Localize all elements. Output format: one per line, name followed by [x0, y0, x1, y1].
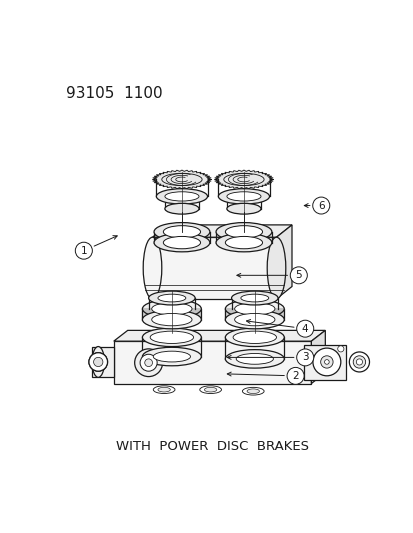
Ellipse shape — [199, 386, 221, 393]
Ellipse shape — [161, 173, 202, 185]
Circle shape — [296, 349, 313, 366]
Circle shape — [349, 352, 369, 372]
Ellipse shape — [240, 308, 268, 317]
Ellipse shape — [225, 300, 284, 318]
Circle shape — [320, 356, 332, 368]
Circle shape — [75, 242, 92, 259]
Circle shape — [312, 197, 329, 214]
Ellipse shape — [164, 203, 199, 214]
Polygon shape — [114, 330, 325, 341]
Ellipse shape — [225, 237, 262, 249]
Circle shape — [337, 346, 343, 352]
Circle shape — [145, 359, 152, 367]
Circle shape — [93, 357, 103, 367]
Ellipse shape — [204, 387, 216, 392]
Ellipse shape — [157, 298, 185, 308]
Circle shape — [290, 267, 306, 284]
Ellipse shape — [150, 331, 193, 343]
Ellipse shape — [226, 192, 260, 201]
Ellipse shape — [242, 387, 263, 395]
Ellipse shape — [142, 328, 201, 346]
Circle shape — [286, 367, 304, 384]
Circle shape — [93, 357, 103, 367]
Ellipse shape — [231, 291, 278, 305]
Text: 1: 1 — [80, 246, 87, 256]
Ellipse shape — [92, 346, 104, 377]
Ellipse shape — [225, 350, 284, 368]
Circle shape — [140, 354, 157, 371]
Ellipse shape — [163, 237, 200, 249]
Ellipse shape — [225, 225, 262, 238]
Ellipse shape — [236, 239, 251, 244]
Ellipse shape — [153, 386, 175, 393]
Text: 6: 6 — [317, 200, 324, 211]
Ellipse shape — [154, 233, 209, 252]
Ellipse shape — [142, 310, 201, 329]
Circle shape — [312, 348, 340, 376]
Ellipse shape — [143, 237, 161, 299]
Text: 3: 3 — [301, 352, 308, 362]
Bar — [114, 341, 311, 384]
Ellipse shape — [166, 237, 197, 246]
Ellipse shape — [142, 300, 201, 318]
Text: 5: 5 — [295, 270, 301, 280]
Ellipse shape — [233, 331, 276, 343]
Polygon shape — [311, 330, 325, 384]
Ellipse shape — [157, 308, 185, 317]
Text: 2: 2 — [292, 371, 298, 381]
Ellipse shape — [234, 313, 274, 326]
Circle shape — [352, 356, 365, 368]
Ellipse shape — [154, 223, 209, 241]
Ellipse shape — [216, 223, 271, 241]
Ellipse shape — [234, 303, 274, 315]
Ellipse shape — [220, 234, 266, 249]
Polygon shape — [152, 170, 211, 189]
Polygon shape — [303, 345, 345, 379]
Bar — [152, 237, 276, 299]
Ellipse shape — [223, 173, 263, 185]
Polygon shape — [276, 225, 291, 299]
Ellipse shape — [240, 294, 268, 302]
Ellipse shape — [240, 298, 268, 308]
Ellipse shape — [228, 237, 259, 246]
Text: 4: 4 — [301, 324, 308, 334]
Circle shape — [89, 353, 107, 371]
Ellipse shape — [153, 351, 190, 362]
Ellipse shape — [226, 203, 260, 214]
Circle shape — [89, 353, 107, 371]
Ellipse shape — [216, 233, 271, 252]
Ellipse shape — [151, 313, 192, 326]
Ellipse shape — [174, 239, 189, 244]
Ellipse shape — [225, 310, 284, 329]
Ellipse shape — [157, 387, 170, 392]
Ellipse shape — [148, 291, 195, 305]
Ellipse shape — [236, 353, 273, 364]
Ellipse shape — [151, 303, 192, 315]
Ellipse shape — [142, 348, 201, 366]
Ellipse shape — [134, 349, 162, 377]
Ellipse shape — [218, 189, 269, 204]
Circle shape — [296, 320, 313, 337]
Polygon shape — [92, 348, 114, 377]
Ellipse shape — [157, 294, 185, 302]
Ellipse shape — [164, 192, 199, 201]
Polygon shape — [214, 170, 273, 189]
Ellipse shape — [266, 237, 285, 299]
Ellipse shape — [163, 225, 200, 238]
Ellipse shape — [158, 234, 205, 249]
Polygon shape — [152, 225, 291, 237]
Text: 93105  1100: 93105 1100 — [66, 85, 162, 101]
Ellipse shape — [156, 189, 207, 204]
Text: WITH  POWER  DISC  BRAKES: WITH POWER DISC BRAKES — [115, 440, 308, 453]
Ellipse shape — [247, 389, 259, 393]
Ellipse shape — [225, 328, 284, 346]
Circle shape — [324, 360, 328, 364]
Circle shape — [356, 359, 362, 365]
